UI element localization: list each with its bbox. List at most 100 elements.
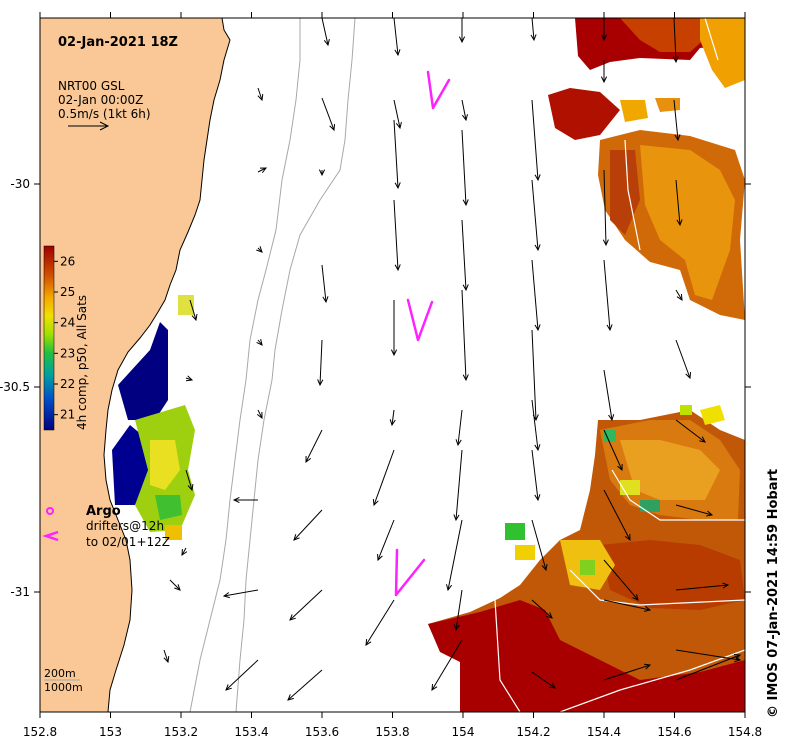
colorbar-tick-label: 26 bbox=[60, 254, 75, 268]
current-vector bbox=[603, 663, 652, 681]
bathymetry-contours bbox=[189, 18, 356, 712]
velocity-legend-line1: NRT00 GSL bbox=[58, 79, 125, 93]
current-vector bbox=[232, 496, 258, 504]
drifter-legend-icon bbox=[42, 530, 59, 542]
current-vector bbox=[675, 654, 742, 681]
current-vector bbox=[185, 469, 194, 492]
current-vector bbox=[181, 547, 188, 556]
sst-field-southeast bbox=[428, 405, 745, 712]
x-tick-label: 153.2 bbox=[164, 725, 198, 739]
current-vector bbox=[372, 449, 395, 507]
drifter-track bbox=[426, 70, 451, 110]
current-vector bbox=[675, 649, 742, 663]
current-vector bbox=[185, 375, 194, 382]
current-vector bbox=[169, 579, 181, 591]
colorbar-label: 4h comp, p50, All Sats bbox=[75, 295, 89, 430]
current-vector bbox=[318, 169, 326, 177]
current-vector bbox=[455, 409, 463, 447]
current-vectors bbox=[163, 18, 742, 701]
current-vector bbox=[256, 246, 263, 253]
x-tick-label: 153 bbox=[99, 725, 122, 739]
coastline-land bbox=[40, 18, 231, 712]
current-vector bbox=[393, 18, 401, 57]
current-vector bbox=[393, 199, 401, 272]
colorbar-tick-label: 25 bbox=[60, 285, 75, 299]
current-vector bbox=[603, 429, 623, 472]
current-vector bbox=[256, 409, 263, 420]
current-vector bbox=[461, 289, 469, 382]
current-vector bbox=[321, 264, 329, 304]
x-tick-label: 154.4 bbox=[587, 725, 621, 739]
drifter-tracks bbox=[394, 70, 451, 597]
drifter-legend-line2: to 02/01+12Z bbox=[86, 535, 170, 549]
current-vector bbox=[453, 449, 463, 522]
y-tick-label: -30.5 bbox=[0, 380, 30, 394]
current-vector bbox=[531, 449, 541, 502]
current-vector bbox=[256, 339, 263, 346]
argo-label: Argo bbox=[86, 504, 121, 519]
drifter-track bbox=[394, 548, 426, 597]
current-vector bbox=[675, 289, 683, 301]
current-vector bbox=[257, 167, 268, 174]
current-vector bbox=[531, 399, 541, 452]
y-tick-label: -30 bbox=[10, 177, 30, 191]
current-vector bbox=[675, 419, 706, 443]
current-vector bbox=[531, 599, 553, 619]
current-vector bbox=[675, 504, 714, 517]
current-vector bbox=[225, 659, 259, 691]
x-tick-label: 153.8 bbox=[375, 725, 409, 739]
imos-credit: © IMOS 07-Jan-2021 14:59 Hobart bbox=[766, 469, 781, 718]
velocity-scale-arrow bbox=[68, 121, 110, 131]
current-vector bbox=[431, 639, 463, 691]
current-vector bbox=[600, 18, 608, 42]
current-vector bbox=[321, 18, 330, 47]
current-vector bbox=[602, 169, 609, 247]
current-vector bbox=[390, 300, 398, 357]
y-axis: -30 -30.5 -31 bbox=[0, 177, 751, 599]
sst-front-contours bbox=[494, 18, 745, 712]
x-tick-label: 154.6 bbox=[657, 725, 691, 739]
current-vector bbox=[389, 409, 396, 427]
colorbar-tick-label: 23 bbox=[60, 346, 75, 360]
current-vector bbox=[531, 519, 548, 572]
velocity-legend-line3: 0.5m/s (1kt 6h) bbox=[58, 107, 151, 121]
current-vector bbox=[393, 99, 402, 130]
current-vector bbox=[293, 509, 323, 541]
sst-field-northeast bbox=[548, 18, 745, 320]
current-vector bbox=[673, 99, 681, 142]
x-tick-label: 154.2 bbox=[516, 725, 550, 739]
x-tick-label: 153.6 bbox=[305, 725, 339, 739]
current-vector bbox=[531, 671, 556, 689]
current-vector bbox=[531, 179, 541, 252]
current-vector bbox=[287, 669, 323, 701]
bathy-legend-1000m: 1000m bbox=[44, 681, 83, 694]
current-vector bbox=[222, 589, 259, 599]
current-vector bbox=[531, 99, 541, 182]
sst-field-coastal bbox=[112, 295, 195, 540]
current-vector bbox=[446, 519, 463, 592]
current-vector bbox=[603, 599, 652, 612]
current-vector bbox=[305, 429, 323, 464]
current-vector bbox=[600, 60, 608, 84]
current-vector bbox=[377, 519, 395, 562]
colorbar-tick-label: 22 bbox=[60, 377, 75, 391]
current-vector bbox=[672, 18, 679, 64]
current-vector bbox=[530, 18, 537, 42]
x-tick-label: 152.8 bbox=[23, 725, 57, 739]
drifter-track bbox=[406, 298, 434, 342]
sst-colorbar bbox=[43, 245, 55, 431]
current-vector bbox=[461, 129, 469, 207]
current-vector bbox=[458, 18, 466, 44]
velocity-legend-line2: 02-Jan 00:00Z bbox=[58, 93, 143, 107]
colorbar-tick-label: 21 bbox=[60, 408, 75, 422]
colorbar-ticks: 21 22 23 24 25 26 bbox=[54, 254, 75, 422]
drifter-legend-line1: drifters@12h bbox=[86, 519, 164, 533]
current-vector bbox=[675, 339, 692, 380]
current-vector bbox=[675, 582, 730, 591]
current-vector bbox=[531, 259, 541, 332]
argo-marker-icon bbox=[46, 507, 54, 515]
current-vector bbox=[461, 219, 469, 292]
colorbar-tick-label: 24 bbox=[60, 316, 75, 330]
bathy-legend-200m: 200m bbox=[44, 667, 76, 680]
